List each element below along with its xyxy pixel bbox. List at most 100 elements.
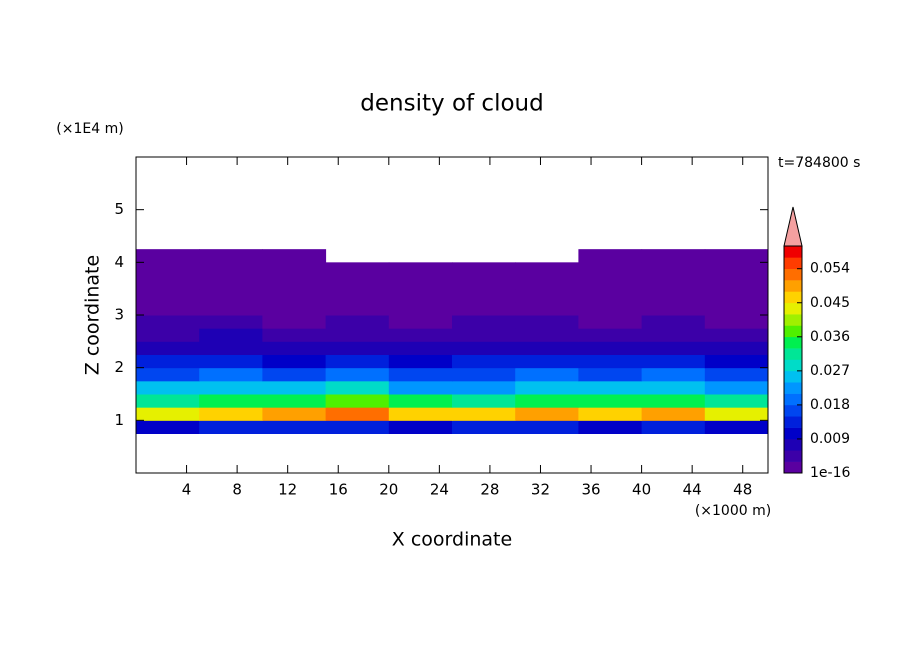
density-cell [515,301,579,316]
colorbar-band [784,416,802,428]
density-cell [578,315,643,329]
colorbar-band [784,450,802,462]
density-cell [325,354,390,369]
density-cell [515,420,579,434]
x-tick-label: 24 [430,481,449,499]
density-cell [325,328,390,342]
colorbar-band [784,370,802,383]
density-cell [515,407,579,421]
x-tick-label: 12 [278,481,297,499]
density-cell [641,407,706,421]
density-cell [578,288,643,303]
density-cell [704,394,769,408]
density-cell [325,301,390,316]
density-cell [136,380,200,395]
density-cell [199,301,263,316]
density-cell [515,380,579,395]
density-cell [641,341,706,355]
colorbar-band [784,246,802,258]
time-annotation: t=784800 s [778,155,860,171]
x-tick-label: 8 [232,481,242,499]
density-cell [388,341,453,355]
density-cell [704,301,769,316]
density-cell [641,380,706,395]
x-tick-label: 20 [379,481,398,499]
density-cell [325,262,390,276]
density-cell [515,354,579,369]
colorbar-band [784,348,802,360]
colorbar-band [784,438,802,451]
colorbar-tick-label: 1e-16 [810,465,850,481]
density-cell [641,301,706,316]
density-cell [388,367,453,382]
colorbar-band [784,404,802,417]
density-cell [578,262,643,276]
density-cell [199,315,263,329]
density-cell [388,262,453,276]
density-cell [452,315,516,329]
density-cell [452,341,516,355]
density-cell [704,407,769,421]
density-cell [199,367,263,382]
colorbar-band [784,393,802,406]
density-cell [136,354,200,369]
density-cell [262,328,327,342]
density-cell [136,275,200,290]
density-cell [452,407,516,421]
colorbar-band [784,280,802,292]
colorbar-tick-label: 0.045 [810,295,850,311]
density-cell [199,394,263,408]
density-cell [199,380,263,395]
density-cell [136,315,200,329]
density-cell [578,301,643,316]
density-cell [388,420,453,434]
density-cell [704,249,769,263]
density-cell [452,394,516,408]
colorbar-band [784,268,802,281]
density-cell [136,367,200,382]
density-cell [199,249,263,263]
density-cell [641,328,706,342]
density-cell [704,341,769,355]
y-tick-label: 2 [114,358,124,376]
density-cell [199,354,263,369]
density-cell [578,328,643,342]
density-cell [515,394,579,408]
density-cell [452,354,516,369]
density-cell [641,249,706,263]
y-tick-label: 4 [114,253,124,271]
colorbar-tick-label: 0.027 [810,363,850,379]
density-cell [199,420,263,434]
colorbar-tick-label: 0.036 [810,329,850,345]
density-cell [452,288,516,303]
y-axis-label: Z coordinate [82,255,104,375]
colorbar-band [784,314,802,326]
density-cell [452,262,516,276]
density-cell [325,288,390,303]
density-cell [262,341,327,355]
density-cell [136,328,200,342]
density-cell [136,249,200,263]
density-cell [578,380,643,395]
density-cell [452,301,516,316]
density-cell [262,301,327,316]
density-cell [704,380,769,395]
colorbar-band [784,427,802,440]
density-cell [388,328,453,342]
colorbar-band [784,325,802,338]
density-cell [136,394,200,408]
colorbar-tick-label: 0.054 [810,261,850,277]
density-cell [262,394,327,408]
density-cell [199,288,263,303]
chart-title: density of cloud [360,91,543,117]
density-cell [388,275,453,290]
y-tick-label: 3 [114,306,124,324]
density-cell [704,420,769,434]
density-cell [578,341,643,355]
density-cell [641,288,706,303]
density-cell [704,354,769,369]
density-cell [199,275,263,290]
density-cell [704,328,769,342]
